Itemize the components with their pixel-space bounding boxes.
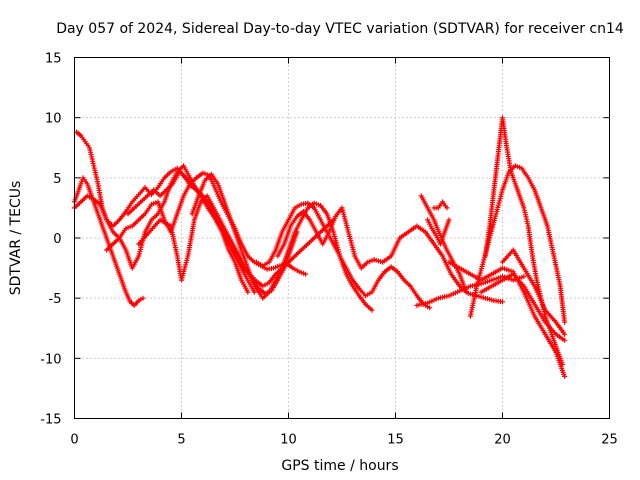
- series-sat-h: [253, 200, 433, 311]
- y-axis-title: SDTVAR / TECUs: [8, 181, 24, 296]
- series-markers: [500, 247, 568, 337]
- data-series: [72, 115, 568, 379]
- y-tick-label: 15: [45, 52, 62, 67]
- series-sat-q: [446, 259, 568, 379]
- x-tick-label: 5: [177, 433, 185, 448]
- series-markers: [446, 259, 568, 379]
- x-tick-label: 15: [387, 433, 404, 448]
- series-sat-s: [500, 247, 568, 337]
- y-tick-label: 10: [45, 112, 62, 127]
- x-tick-label: 20: [494, 433, 511, 448]
- y-tick-label: 5: [53, 172, 61, 187]
- chart-title: Day 057 of 2024, Sidereal Day-to-day VTE…: [56, 21, 624, 37]
- series-markers: [275, 205, 377, 271]
- x-tick-label: 0: [70, 433, 78, 448]
- series-sat-l: [418, 193, 469, 295]
- series-markers: [253, 200, 433, 311]
- y-tick-label: -15: [40, 413, 61, 428]
- y-tick-label: 0: [53, 232, 61, 247]
- series-sat-m: [431, 199, 450, 211]
- series-markers: [431, 199, 450, 211]
- series-markers: [418, 193, 469, 295]
- x-tick-label: 10: [280, 433, 297, 448]
- series-sat-r: [478, 271, 568, 343]
- x-tick-label: 25: [601, 433, 618, 448]
- y-tick-label: -5: [49, 292, 62, 307]
- series-markers: [467, 163, 568, 325]
- y-tick-label: -10: [40, 352, 61, 367]
- x-axis-title: GPS time / hours: [281, 458, 398, 474]
- series-markers: [478, 271, 568, 343]
- series-sat-i: [275, 205, 377, 271]
- series-sat-k: [425, 217, 452, 247]
- axis-ticks: 0 5 10 15 20 25 -15 -10 -5 0 5 10 15: [40, 52, 618, 448]
